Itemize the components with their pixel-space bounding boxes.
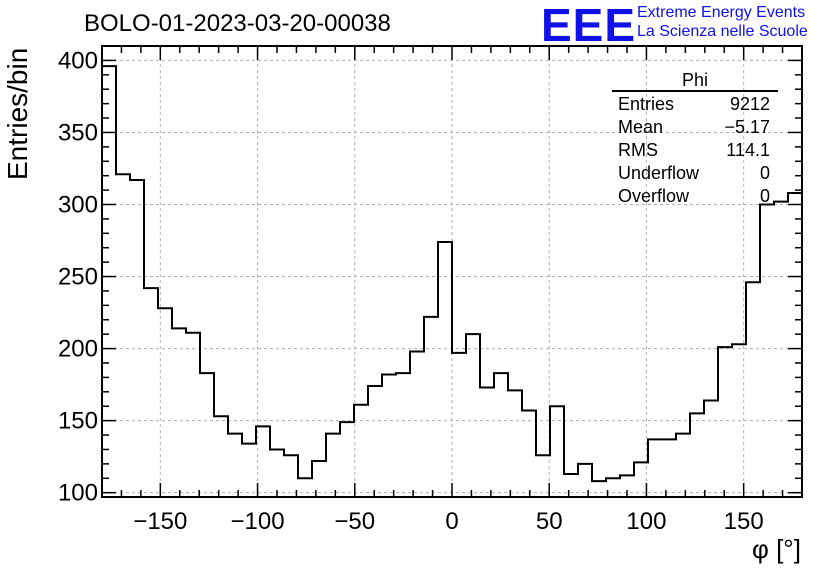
stats-label: Mean — [618, 117, 664, 137]
stats-box: Phi Entries 9212 Mean −5.17 RMS 114.1 Un… — [612, 70, 778, 208]
y-axis-label: Entries/bin — [2, 47, 33, 180]
stats-value: −5.17 — [724, 117, 770, 137]
histogram-step-line — [102, 65, 802, 483]
stats-label: Overflow — [618, 186, 690, 206]
stats-value: 114.1 — [726, 140, 770, 160]
stats-row-rms: RMS 114.1 — [612, 139, 778, 162]
organization-text: Extreme Energy Events La Scienza nelle S… — [637, 3, 808, 41]
y-tick-labels: 100 150 200 250 300 350 400 — [58, 47, 98, 506]
y-tick-label: 200 — [58, 336, 98, 363]
stats-box-title: Phi — [612, 70, 778, 92]
axis-ticks — [101, 46, 803, 497]
plot-frame — [101, 45, 803, 498]
stats-label: RMS — [618, 140, 658, 160]
organization-line-2: La Scienza nelle Scuole — [637, 23, 808, 40]
eee-logo: EEE — [541, 0, 637, 51]
chart-title: BOLO-01-2023-03-20-00038 — [84, 10, 391, 37]
stats-value: 0 — [759, 186, 770, 206]
stats-row-underflow: Underflow 0 — [612, 162, 778, 185]
y-tick-label: 150 — [58, 408, 98, 435]
y-tick-label: 350 — [58, 119, 98, 146]
x-axis-label: φ [°] — [752, 534, 801, 564]
organization-line-1: Extreme Energy Events — [637, 4, 806, 21]
x-tick-label: 100 — [626, 508, 666, 535]
x-tick-label: −150 — [133, 508, 187, 535]
y-tick-label: 250 — [58, 264, 98, 291]
stats-value: 9212 — [729, 94, 770, 114]
stats-row-overflow: Overflow 0 — [612, 185, 778, 208]
x-tick-label: 150 — [724, 508, 764, 535]
stats-value: 0 — [759, 163, 770, 183]
stats-label: Entries — [618, 94, 675, 114]
y-tick-label: 100 — [58, 480, 98, 507]
stats-label: Underflow — [618, 163, 700, 183]
x-tick-label: −50 — [334, 508, 375, 535]
x-tick-label: 50 — [536, 508, 563, 535]
x-tick-label: −100 — [231, 508, 285, 535]
stats-row-mean: Mean −5.17 — [612, 116, 778, 139]
y-tick-label: 400 — [58, 47, 98, 74]
y-tick-label: 300 — [58, 191, 98, 218]
x-tick-labels: −150 −100 −50 0 50 100 150 — [133, 508, 763, 535]
x-tick-label: 0 — [445, 508, 458, 535]
stats-row-entries: Entries 9212 — [612, 93, 778, 116]
